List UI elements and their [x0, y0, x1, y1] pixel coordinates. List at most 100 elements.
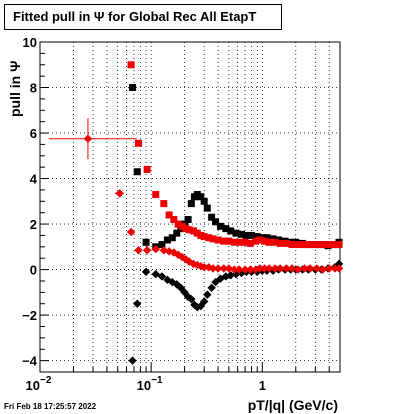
square-marker: [184, 216, 192, 224]
y-tick-label: −2: [22, 308, 37, 323]
diamond-marker: [282, 264, 291, 273]
square-marker: [220, 237, 228, 245]
y-tick-label: 6: [30, 126, 37, 141]
square-marker: [222, 225, 230, 233]
y-tick-label: 10: [23, 35, 37, 50]
square-marker: [335, 241, 343, 249]
square-marker: [200, 197, 208, 205]
square-marker: [208, 213, 216, 221]
square-marker: [189, 227, 197, 235]
square-marker: [238, 230, 246, 238]
diamond-marker: [133, 299, 142, 308]
square-marker: [227, 227, 235, 235]
data-points: [48, 61, 344, 365]
square-marker: [203, 204, 211, 212]
diamond-marker: [207, 283, 216, 292]
diamond-marker: [264, 264, 274, 273]
square-marker: [193, 190, 201, 198]
square-marker: [294, 241, 302, 249]
square-marker: [306, 241, 314, 249]
square-marker: [168, 234, 176, 242]
square-marker: [325, 241, 333, 249]
square-marker: [200, 233, 208, 241]
square-marker: [216, 222, 224, 230]
diamond-marker: [126, 227, 136, 237]
square-marker: [235, 238, 243, 246]
square-marker: [133, 168, 141, 176]
diamond-marker: [134, 246, 143, 255]
diamond-marker: [293, 265, 303, 274]
square-marker: [193, 229, 201, 237]
square-marker: [331, 241, 339, 249]
square-marker: [241, 238, 249, 246]
square-marker: [319, 241, 327, 249]
diamond-marker: [83, 134, 93, 143]
diamond-marker: [334, 259, 344, 269]
x-tick-label: 10: [26, 378, 40, 393]
square-marker: [256, 236, 264, 244]
square-marker: [185, 226, 193, 234]
square-marker: [197, 193, 205, 201]
y-tick-label: 8: [30, 81, 37, 96]
diamond-marker: [213, 264, 223, 273]
diamond-marker: [300, 264, 309, 273]
diamond-marker: [287, 264, 297, 273]
plot-border: [39, 41, 341, 373]
y-tick-label: −4: [22, 354, 38, 369]
diamond-marker: [203, 290, 212, 299]
diamond-marker: [276, 264, 285, 273]
square-marker: [135, 139, 143, 147]
diamond-marker: [246, 265, 255, 274]
axis-ticks: [39, 41, 341, 372]
diamond-marker: [306, 264, 315, 273]
x-tick-label-exponent: −1: [151, 375, 163, 386]
square-marker: [160, 200, 168, 208]
diamond-marker: [176, 283, 186, 292]
diamond-marker: [224, 264, 234, 273]
square-marker: [170, 216, 178, 224]
diamond-marker: [235, 265, 244, 274]
diamond-marker: [325, 264, 334, 273]
diamond-marker: [151, 269, 160, 279]
square-marker: [225, 237, 233, 245]
square-marker: [173, 229, 181, 237]
diamond-marker: [318, 265, 327, 274]
square-marker: [232, 229, 240, 237]
diamond-marker: [187, 294, 196, 304]
chart-title: Fitted pull in Ψ for Global Rec All Etap…: [4, 4, 282, 30]
square-marker: [282, 239, 290, 247]
square-marker: [212, 218, 220, 226]
diamond-marker: [128, 356, 137, 365]
diamond-marker: [169, 248, 179, 257]
square-marker: [313, 241, 321, 249]
x-tick-label: 1: [259, 378, 266, 393]
square-marker: [230, 238, 238, 246]
square-marker: [271, 238, 279, 246]
diamond-marker: [270, 264, 280, 273]
footer-timestamp: Fri Feb 18 17:25:57 2022: [4, 402, 97, 411]
square-marker: [165, 211, 173, 219]
square-marker: [174, 220, 182, 228]
diamond-marker: [199, 263, 209, 272]
square-marker: [187, 200, 195, 208]
square-marker: [158, 241, 166, 249]
square-marker: [265, 238, 273, 246]
y-tick-label: 2: [30, 217, 37, 232]
square-marker: [246, 239, 254, 247]
square-marker: [127, 61, 135, 69]
square-marker: [248, 231, 256, 239]
diamond-marker: [199, 297, 209, 306]
square-marker: [163, 236, 171, 244]
x-tick-label: 10: [137, 378, 151, 393]
diamond-marker: [142, 246, 152, 255]
diamond-marker: [334, 264, 344, 273]
y-axis-title: pull in Ψ: [7, 61, 23, 117]
square-marker: [214, 236, 222, 244]
diamond-marker: [208, 264, 218, 273]
square-marker: [288, 241, 296, 249]
diamond-marker: [312, 264, 322, 273]
diamond-marker: [115, 189, 124, 198]
diamond-marker: [255, 264, 265, 273]
diamond-marker: [157, 272, 167, 281]
